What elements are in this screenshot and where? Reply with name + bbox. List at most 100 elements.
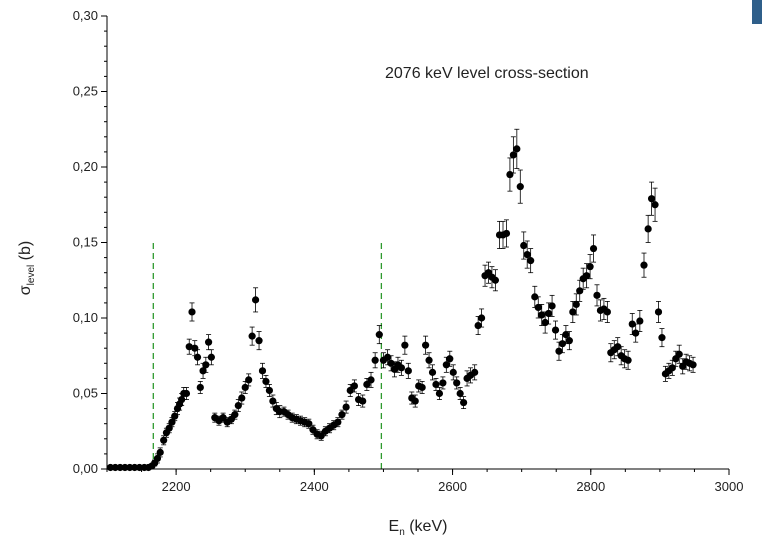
data-point <box>614 343 622 351</box>
y-tick-label: 0,00 <box>73 461 98 476</box>
data-point <box>350 382 359 390</box>
x-axis-title-sub: n <box>399 527 405 538</box>
data-point <box>371 356 379 364</box>
data-point <box>188 308 196 316</box>
data-point <box>593 291 601 299</box>
data-point <box>551 326 560 334</box>
data-point <box>397 364 406 372</box>
data-point <box>359 397 367 405</box>
data-point <box>231 411 239 419</box>
data-point <box>603 308 611 316</box>
data-point <box>491 276 500 284</box>
data-point <box>241 383 249 392</box>
data-point <box>334 418 342 426</box>
data-point <box>545 309 553 318</box>
x-tick-label: 2400 <box>300 479 329 494</box>
plot-area <box>106 128 697 472</box>
data-point <box>509 151 517 159</box>
data-point <box>456 389 464 398</box>
data-point <box>541 318 549 327</box>
data-point <box>471 368 479 376</box>
data-point <box>404 367 412 375</box>
data-point <box>474 321 482 330</box>
data-point <box>569 308 577 316</box>
data-point <box>632 329 640 337</box>
data-point <box>418 383 426 392</box>
axes: 0,00 0,05 0,10 0,15 0,20 0,25 0,30 2200 2400 2600… <box>73 8 744 494</box>
data-point <box>435 389 444 398</box>
data-point <box>651 201 659 209</box>
data-point <box>342 403 350 411</box>
data-point <box>255 337 263 345</box>
data-point <box>689 361 697 369</box>
data-point <box>238 394 246 402</box>
y-tick-label: 0,30 <box>73 8 98 23</box>
data-point <box>506 170 514 179</box>
data-point <box>439 379 447 387</box>
data-point <box>527 257 535 265</box>
data-point <box>654 308 663 316</box>
data-point <box>538 311 546 319</box>
data-point <box>265 386 274 395</box>
x-axis-title-unit: (keV) <box>405 518 448 535</box>
data-point <box>442 361 450 369</box>
x-tick-label: 2600 <box>438 479 467 494</box>
data-point <box>202 361 210 369</box>
data-point <box>262 377 270 386</box>
data-point <box>513 145 521 153</box>
x-tick-label: 2200 <box>162 479 191 494</box>
y-axis-title: σlevel (b) <box>17 241 37 295</box>
data-point <box>269 397 277 405</box>
data-point <box>576 287 584 295</box>
data-point <box>245 376 253 384</box>
data-point <box>548 302 556 310</box>
corner-tab-decoration <box>752 0 762 24</box>
y-tick-label: 0,20 <box>73 159 98 174</box>
data-point <box>460 398 468 407</box>
data-point <box>624 356 632 364</box>
data-point <box>658 334 666 342</box>
x-axis-title: En (keV) <box>389 518 448 538</box>
data-point <box>411 397 419 405</box>
y-axis-title-sub: level <box>26 265 37 286</box>
x-tick-label: 2800 <box>576 479 605 494</box>
data-point <box>428 368 437 376</box>
data-point <box>477 314 486 322</box>
chart-annotation: 2076 keV level cross-section <box>385 65 589 82</box>
data-point <box>453 379 461 387</box>
data-point <box>589 244 598 253</box>
data-point <box>583 272 591 280</box>
y-axis-title-unit: (b) <box>17 241 34 265</box>
data-point <box>248 332 256 340</box>
data-point <box>387 359 395 367</box>
x-axis-title-main: E <box>389 518 400 535</box>
data-point <box>156 448 164 456</box>
data-point <box>668 364 676 372</box>
data-point <box>523 250 531 259</box>
data-point <box>196 383 204 392</box>
data-point <box>207 353 215 361</box>
y-tick-label: 0,15 <box>73 235 98 250</box>
data-point <box>258 367 267 375</box>
data-point <box>338 411 346 419</box>
data-point <box>640 261 648 269</box>
data-point <box>565 337 573 345</box>
data-point <box>449 368 457 376</box>
data-point <box>636 317 644 325</box>
data-point <box>160 436 168 444</box>
data-point <box>520 241 528 250</box>
data-point <box>555 347 563 355</box>
data-point <box>251 296 260 304</box>
data-point <box>425 356 433 364</box>
data-point <box>586 263 594 271</box>
data-point <box>204 338 213 346</box>
data-point <box>182 389 191 398</box>
data-point <box>193 353 202 361</box>
data-point <box>305 420 313 428</box>
data-point <box>234 401 242 410</box>
data-point <box>562 331 570 339</box>
data-point <box>531 293 539 301</box>
data-point <box>375 331 383 339</box>
y-axis-title-main: σ <box>17 285 34 295</box>
